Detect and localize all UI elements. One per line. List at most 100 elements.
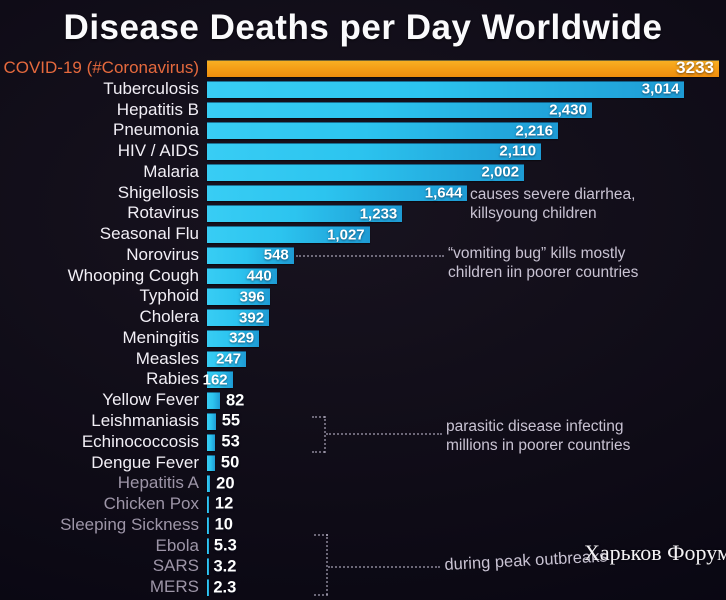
bar-track: 2,216 xyxy=(207,120,719,141)
value-label: 3233 xyxy=(676,58,714,78)
chart-row-hepatitis-b: Hepatitis B 2,430 xyxy=(0,100,719,121)
bar-track: 2,002 xyxy=(207,162,719,183)
annotation-line: causes severe diarrhea, xyxy=(470,186,636,203)
disease-label: Rotavirus xyxy=(127,203,199,223)
value-label: 10 xyxy=(214,515,233,534)
chart-row-covid-19-coronavirus: COVID-19 (#Coronavirus) 3233 xyxy=(0,58,719,79)
leader-line-norovirus xyxy=(296,255,444,257)
annotation-line: “vomiting bug” kills mostly xyxy=(448,245,626,262)
bar-malaria: 2,002 xyxy=(207,163,525,181)
bar-hepatitis-a xyxy=(207,475,211,493)
chart-row-pneumonia: Pneumonia 2,216 xyxy=(0,120,719,141)
bar-echinococcosis xyxy=(207,433,216,451)
value-label: 392 xyxy=(239,309,265,327)
disease-label: MERS xyxy=(149,577,199,597)
disease-label: Norovirus xyxy=(126,244,199,264)
annotation-line: millions in poorer countries xyxy=(446,437,631,454)
chart-row-hiv-aids: HIV / AIDS 2,110 xyxy=(0,141,719,162)
watermark: Харьков Форум xyxy=(584,540,726,565)
value-label: 2,430 xyxy=(549,101,587,119)
bar-covid-19-coronavirus: 3233 xyxy=(207,58,719,78)
bar-track: 2.3 xyxy=(207,577,719,598)
value-label: 53 xyxy=(221,432,240,451)
disease-label: Shigellosis xyxy=(117,182,199,202)
value-label: 3,014 xyxy=(641,80,680,98)
disease-label: Malaria xyxy=(143,161,199,181)
chart-row-mers: MERS 2.3 xyxy=(0,577,719,598)
chart-row-rotavirus: Rotavirus 1,233 xyxy=(0,203,719,224)
disease-label: Tuberculosis xyxy=(103,78,199,98)
disease-label: SARS xyxy=(152,556,199,576)
bar-track: 1,027 xyxy=(207,224,719,245)
bar-track: 50 xyxy=(207,453,719,474)
bar-track: 1,644 xyxy=(207,183,719,204)
value-label: 50 xyxy=(220,453,240,472)
chart-row-ebola: Ebola 5.3 xyxy=(0,536,719,557)
chart-row-sars: SARS 3.2 xyxy=(0,556,719,577)
disease-label: Leishmaniasis xyxy=(91,411,199,431)
bar-yellow-fever xyxy=(207,392,220,410)
bar-rotavirus: 1,233 xyxy=(207,205,403,223)
value-label: 3.2 xyxy=(213,557,237,576)
bar-track: 162 xyxy=(203,369,719,390)
chart-row-tuberculosis: Tuberculosis 3,014 xyxy=(0,79,719,100)
chart-row-typhoid: Typhoid 396 xyxy=(0,286,719,307)
value-label: 2,216 xyxy=(515,122,553,140)
bar-ebola xyxy=(207,537,209,555)
chart-row-echinococcosis: Echinococcosis 53 xyxy=(0,432,719,453)
value-label: 329 xyxy=(229,329,255,347)
bar-track: 12 xyxy=(207,494,719,515)
bar-track: 2,430 xyxy=(207,100,719,121)
disease-label: Yellow Fever xyxy=(102,390,199,410)
bar-track: 329 xyxy=(207,328,719,349)
value-label: 1,233 xyxy=(359,205,398,223)
bar-shigellosis: 1,644 xyxy=(207,184,468,201)
value-label: 2,002 xyxy=(481,163,520,181)
chart-row-chicken-pox: Chicken Pox 12 xyxy=(0,494,719,515)
disease-label: Typhoid xyxy=(139,286,199,306)
annotation-line: children iin poorer countries xyxy=(448,264,639,281)
annotation-diarrhea: causes severe diarrhea, killsyoung child… xyxy=(470,185,635,223)
disease-label: Dengue Fever xyxy=(91,452,199,472)
bar-meningitis: 329 xyxy=(207,329,260,347)
value-label: 162 xyxy=(202,371,228,389)
bar-hiv-aids: 2,110 xyxy=(207,143,542,160)
chart-row-leishmaniasis: Leishmaniasis 55 xyxy=(0,411,719,432)
bar-track: 20 xyxy=(207,473,719,494)
bar-tuberculosis: 3,014 xyxy=(207,80,685,98)
bar-pneumonia: 2,216 xyxy=(207,122,558,139)
bar-mers xyxy=(207,579,209,596)
bar-dengue-fever xyxy=(207,454,215,472)
value-label: 12 xyxy=(214,494,234,513)
disease-label: HIV / AIDS xyxy=(117,141,199,161)
disease-label: Measles xyxy=(135,348,199,368)
bracket-outbreaks-bottom-tick xyxy=(314,594,328,596)
bar-track: 247 xyxy=(207,349,719,370)
disease-label: Hepatitis A xyxy=(117,473,199,493)
bar-norovirus: 548 xyxy=(207,247,294,264)
chart-row-whooping-cough: Whooping Cough 440 xyxy=(0,266,719,287)
chart-row-seasonal-flu: Seasonal Flu 1,027 xyxy=(0,224,719,245)
disease-label: Whooping Cough xyxy=(67,265,199,285)
annotation-line: killsyoung children xyxy=(470,205,597,222)
chart-row-malaria: Malaria 2,002 xyxy=(0,162,719,183)
bar-track: 548 xyxy=(207,245,719,266)
bar-chart: COVID-19 (#Coronavirus) 3233 Tuberculosis 3… xyxy=(0,58,719,598)
bracket-parasitic-bottom-tick xyxy=(312,451,325,453)
bracket-parasitic-top-tick xyxy=(312,416,325,418)
value-label: 1,027 xyxy=(327,226,365,243)
disease-label: Echinococcosis xyxy=(81,431,199,451)
bar-seasonal-flu: 1,027 xyxy=(207,226,370,243)
value-label: 440 xyxy=(246,267,272,285)
bar-track: 3.2 xyxy=(207,556,719,577)
bar-track: 3,014 xyxy=(207,79,719,100)
value-label: 82 xyxy=(225,391,245,410)
bar-cholera: 392 xyxy=(207,309,270,327)
chart-row-rabies: Rabies 162 xyxy=(0,369,719,390)
chart-row-yellow-fever: Yellow Fever 82 xyxy=(0,390,719,411)
bar-sars xyxy=(207,558,209,576)
value-label: 247 xyxy=(216,350,242,368)
bar-sleeping-sickness xyxy=(207,516,209,534)
value-label: 20 xyxy=(216,474,235,493)
bar-track: 53 xyxy=(207,432,719,453)
